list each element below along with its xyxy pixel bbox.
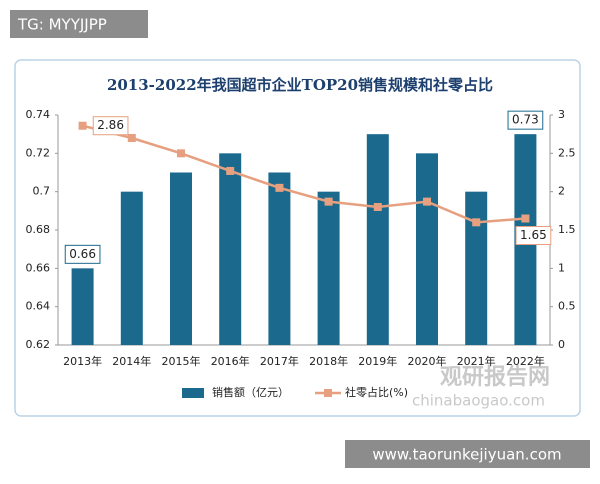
tag-text: TG: MYYJJPP bbox=[17, 16, 107, 34]
chart-frame bbox=[14, 59, 581, 417]
data-label-box bbox=[515, 226, 552, 245]
x-tick-label: 2017年 bbox=[260, 354, 299, 368]
y-tick-label: 0.68 bbox=[26, 223, 51, 236]
bar bbox=[317, 191, 340, 345]
data-label: 1.65 bbox=[520, 228, 547, 242]
data-label: 2.86 bbox=[97, 118, 124, 132]
legend-label: 销售额（亿元） bbox=[212, 385, 289, 399]
data-label: 0.66 bbox=[69, 247, 96, 261]
y-tick-label: 0.66 bbox=[26, 261, 51, 274]
watermark-brand: 观研报告网 bbox=[440, 365, 550, 390]
line-marker bbox=[226, 166, 235, 175]
y-tick-label: 0.7 bbox=[33, 185, 51, 198]
legend-label: 社零占比(%) bbox=[345, 385, 408, 399]
x-tick-label: 2021年 bbox=[457, 354, 496, 368]
line-marker bbox=[324, 197, 333, 206]
bar bbox=[170, 172, 192, 345]
legend-swatch bbox=[182, 388, 204, 398]
x-tick-label: 2020年 bbox=[408, 354, 447, 368]
bar bbox=[268, 172, 291, 345]
line-marker bbox=[275, 183, 284, 192]
data-label-box bbox=[507, 110, 544, 130]
footer-box bbox=[345, 440, 590, 468]
line-marker bbox=[177, 149, 185, 158]
data-label-box bbox=[64, 244, 101, 264]
y-tick-label: 0.62 bbox=[26, 338, 51, 351]
line-marker bbox=[423, 197, 431, 206]
bar bbox=[465, 191, 488, 345]
y2-tick-label: 2.5 bbox=[558, 146, 576, 159]
x-tick-label: 2014年 bbox=[112, 354, 151, 368]
watermark-url: chinabaogao.com bbox=[412, 392, 545, 410]
y2-tick-label: 2 bbox=[558, 185, 565, 198]
y2-tick-label: 1.5 bbox=[558, 223, 576, 236]
x-tick-label: 2022年 bbox=[506, 354, 545, 368]
line bbox=[82, 124, 526, 224]
y-tick-label: 0.72 bbox=[26, 146, 51, 159]
x-tick-label: 2016年 bbox=[211, 354, 250, 368]
bar bbox=[366, 134, 389, 345]
x-tick-label: 2018年 bbox=[309, 354, 348, 368]
line-marker bbox=[127, 134, 136, 142]
tag-box bbox=[10, 10, 148, 38]
x-tick-label: 2015年 bbox=[162, 354, 201, 368]
line-marker bbox=[373, 203, 382, 211]
x-tick-label: 2019年 bbox=[358, 354, 397, 368]
line-marker bbox=[521, 214, 530, 223]
line-marker bbox=[472, 218, 481, 227]
y2-tick-label: 1 bbox=[558, 261, 565, 274]
y2-tick-label: 3 bbox=[558, 108, 565, 121]
y2-tick-label: 0 bbox=[558, 338, 565, 351]
legend-swatch bbox=[324, 389, 332, 397]
chart-title: 2013-2022年我国超市企业TOP20销售规模和社零占比 bbox=[107, 76, 493, 94]
data-label-box bbox=[92, 116, 129, 136]
bar bbox=[219, 153, 242, 345]
footer-text: www.taorunkejiyuan.com bbox=[372, 446, 561, 464]
x-tick-label: 2013年 bbox=[63, 354, 102, 368]
y2-tick-label: 0.5 bbox=[558, 300, 576, 313]
y-tick-label: 0.64 bbox=[26, 300, 51, 313]
bar bbox=[71, 268, 94, 345]
data-label: 0.73 bbox=[512, 113, 539, 127]
y-tick-label: 0.74 bbox=[26, 108, 51, 121]
bar bbox=[416, 153, 438, 345]
line-marker bbox=[78, 121, 87, 130]
bar bbox=[120, 191, 143, 345]
